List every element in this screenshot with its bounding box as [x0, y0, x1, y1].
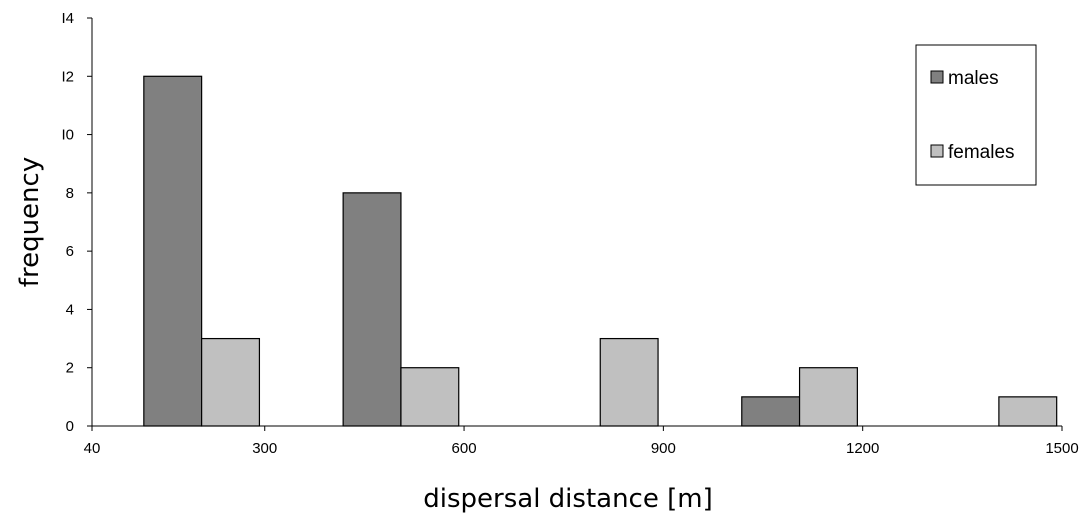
x-tick-label: 900 — [651, 440, 676, 457]
x-tick-label: 300 — [252, 440, 277, 457]
legend-swatch-males — [930, 70, 944, 84]
y-tick-label: 6 — [66, 243, 74, 260]
y-tick-label: 4 — [66, 301, 74, 318]
bar-males-2 — [741, 396, 801, 427]
y-ticks: 0 2 4 6 8 I0 I2 I4 — [61, 10, 92, 435]
bars-layer — [143, 75, 1058, 427]
bar-males-1 — [342, 192, 402, 427]
y-tick-label: I0 — [61, 127, 74, 144]
y-tick-label: 0 — [66, 418, 74, 435]
bar-females-0 — [201, 337, 261, 427]
legend: males females — [915, 44, 1037, 186]
legend-label-females: females — [948, 142, 1015, 163]
bar-females-1 — [400, 367, 460, 427]
x-tick-label: 1200 — [846, 440, 879, 457]
y-tick-label: 8 — [66, 185, 74, 202]
x-tick-label: 1500 — [1045, 440, 1078, 457]
legend-swatch-females — [930, 144, 944, 158]
axes — [91, 18, 1062, 427]
x-ticks: 40 300 600 900 1200 1500 — [84, 426, 1079, 457]
bar-males-0 — [143, 75, 203, 427]
bar-females-3 — [798, 367, 858, 427]
y-tick-label: I2 — [61, 68, 74, 85]
bar-females-4 — [998, 396, 1058, 427]
y-tick-label: I4 — [61, 10, 74, 27]
x-tick-label: 40 — [84, 440, 101, 457]
bar-females-2 — [599, 337, 659, 427]
legend-box — [915, 44, 1037, 186]
y-axis-title: frequency — [15, 157, 45, 287]
x-axis-title: dispersal distance [m] — [423, 484, 712, 514]
x-tick-label: 600 — [452, 440, 477, 457]
legend-label-males: males — [948, 68, 999, 89]
y-tick-label: 2 — [66, 360, 74, 377]
